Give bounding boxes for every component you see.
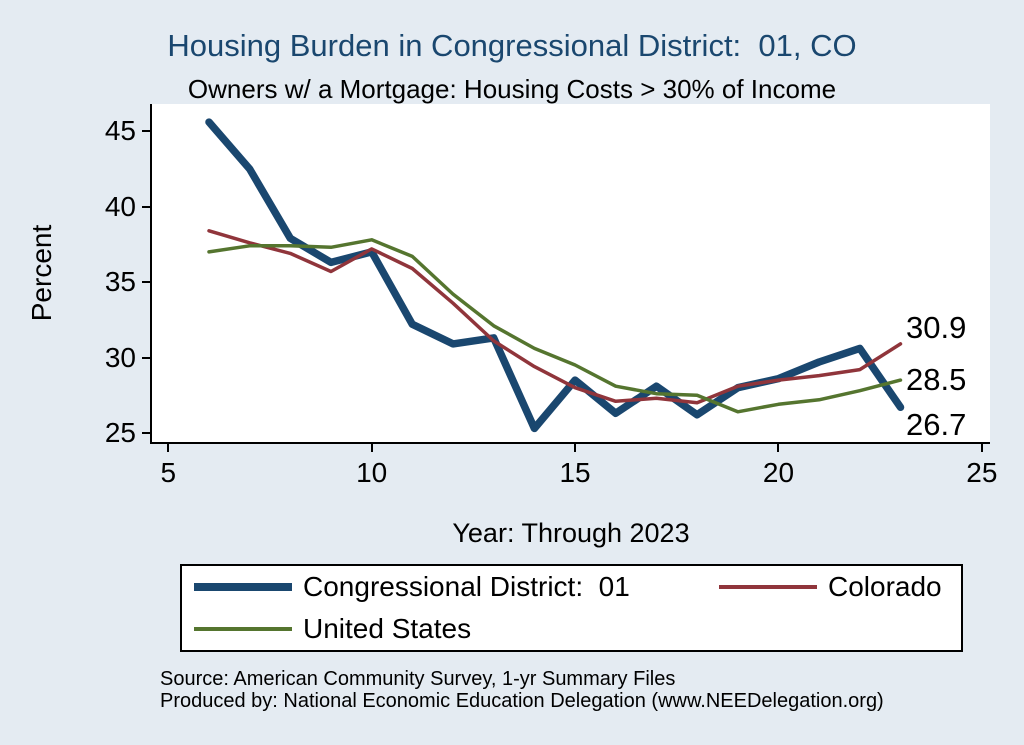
y-tick-mark (142, 130, 150, 133)
chart-title: Housing Burden in Congressional District… (167, 28, 857, 63)
legend-item-district: Congressional District: 01 (194, 571, 719, 603)
plot-area (150, 104, 990, 444)
series-line-united_states (207, 238, 903, 414)
y-tick-label: 35 (104, 266, 136, 298)
legend-line-swatch-colorado (719, 585, 817, 589)
legend-label-colorado: Colorado (828, 571, 942, 602)
x-tick-label: 20 (762, 457, 795, 488)
x-tick-label: 10 (356, 457, 388, 488)
legend-label-district: Congressional District: 01 (303, 571, 630, 602)
legend-item-colorado: Colorado (719, 571, 951, 603)
x-axis-label: Year: Through 2023 (452, 518, 690, 548)
end-label-district: 26.7 (906, 407, 967, 442)
y-tick-label: 40 (104, 190, 136, 222)
y-tick-mark (142, 205, 150, 208)
x-tick-mark (980, 444, 983, 452)
source-note: Source: American Community Survey, 1-yr … (160, 668, 676, 690)
y-axis-label: Percent (26, 224, 57, 322)
y-tick-mark (142, 431, 150, 434)
end-label-united-states: 28.5 (906, 362, 967, 397)
y-tick-mark (142, 356, 150, 359)
legend-line-swatch-district (194, 583, 292, 591)
legend-line-swatch-united-states (194, 627, 292, 631)
x-tick-label: 5 (160, 457, 177, 488)
series-line-district (205, 118, 905, 433)
x-tick-label: 15 (559, 457, 591, 488)
plot-lines (205, 118, 905, 433)
legend-label-united-states: United States (303, 613, 472, 644)
x-tick-mark (370, 444, 373, 452)
chart-subtitle: Owners w/ a Mortgage: Housing Costs > 30… (187, 74, 837, 104)
x-tick-label: 25 (966, 457, 998, 488)
y-tick-label: 30 (104, 341, 136, 373)
y-tick-label: 45 (104, 115, 136, 147)
end-label-colorado: 30.9 (906, 310, 967, 345)
legend-item-united-states: United States (194, 613, 719, 645)
x-tick-mark (777, 444, 780, 452)
x-tick-mark (574, 444, 577, 452)
legend: Congressional District: 01 Colorado Unit… (180, 564, 963, 652)
y-tick-label: 25 (104, 416, 136, 448)
series-line-colorado (207, 229, 903, 405)
x-tick-mark (167, 444, 170, 452)
produced-note: Produced by: National Economic Education… (160, 690, 884, 712)
footer: Source: American Community Survey, 1-yr … (160, 668, 884, 712)
y-tick-mark (142, 281, 150, 284)
